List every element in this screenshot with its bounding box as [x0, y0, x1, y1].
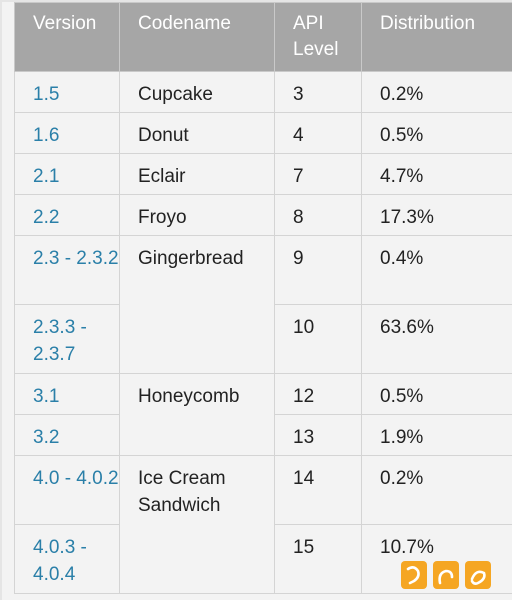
codename-cell: Donut — [119, 112, 275, 154]
version-cell[interactable]: 3.1 — [14, 373, 120, 415]
version-cell[interactable]: 1.5 — [14, 71, 120, 113]
distribution-cell: 4.7% — [361, 153, 512, 195]
api-level-cell: 3 — [274, 71, 362, 113]
api-level-cell: 7 — [274, 153, 362, 195]
api-level-cell: 15 — [274, 524, 362, 594]
table-row: 1.5 Cupcake 3 0.2% — [14, 71, 512, 113]
version-cell[interactable]: 2.2 — [14, 194, 120, 236]
api-level-cell: 10 — [274, 304, 362, 374]
codename-cell: Froyo — [119, 194, 275, 236]
table-row: 4.0 - 4.0.2 Ice Cream Sandwich 14 0.2% — [14, 455, 512, 594]
version-cell[interactable]: 3.2 — [14, 414, 120, 456]
codename-cell: Cupcake — [119, 71, 275, 113]
distribution-cell: 17.3% — [361, 194, 512, 236]
table-row: 2.1 Eclair 7 4.7% — [14, 153, 512, 195]
api-level-cell: 12 — [274, 373, 362, 415]
codename-cell: Honeycomb — [119, 373, 275, 456]
api-level-cell: 8 — [274, 194, 362, 236]
header-distribution: Distribution — [361, 2, 512, 72]
table-row: 1.6 Donut 4 0.5% — [14, 112, 512, 154]
watermark-logo-icon — [401, 561, 491, 589]
api-level-cell: 14 — [274, 455, 362, 525]
distribution-cell: 0.2% — [361, 455, 512, 525]
table-row: 2.3.3 - 2.3.7 10 63.6% — [14, 304, 512, 374]
table-header-row: Version Codename API Level Distribution — [14, 2, 512, 72]
api-level-cell: 13 — [274, 414, 362, 456]
table-row: 2.3 - 2.3.2 Gingerbread 9 0.4% — [14, 235, 512, 374]
api-level-cell: 9 — [274, 235, 362, 305]
version-cell[interactable]: 4.0.3 - 4.0.4 — [14, 524, 120, 594]
distribution-cell: 0.2% — [361, 71, 512, 113]
distribution-cell: 0.4% — [361, 235, 512, 305]
table-row: 3.1 Honeycomb 12 0.5% — [14, 373, 512, 456]
distribution-cell: 63.6% — [361, 304, 512, 374]
distribution-cell: 0.5% — [361, 373, 512, 415]
version-cell[interactable]: 2.3.3 - 2.3.7 — [14, 304, 120, 374]
header-version: Version — [14, 2, 120, 72]
android-versions-table: Version Codename API Level Distribution … — [14, 2, 512, 594]
codename-cell: Ice Cream Sandwich — [119, 455, 275, 594]
codename-cell: Gingerbread — [119, 235, 275, 374]
header-api-level: API Level — [274, 2, 362, 72]
version-cell[interactable]: 2.1 — [14, 153, 120, 195]
table-row: 2.2 Froyo 8 17.3% — [14, 194, 512, 236]
api-level-cell: 4 — [274, 112, 362, 154]
header-codename: Codename — [119, 2, 275, 72]
codename-cell: Eclair — [119, 153, 275, 195]
version-cell[interactable]: 4.0 - 4.0.2 — [14, 455, 120, 525]
version-cell[interactable]: 2.3 - 2.3.2 — [14, 235, 120, 305]
distribution-cell: 1.9% — [361, 414, 512, 456]
version-cell[interactable]: 1.6 — [14, 112, 120, 154]
table-row: 3.2 13 1.9% — [14, 414, 512, 456]
distribution-cell: 0.5% — [361, 112, 512, 154]
